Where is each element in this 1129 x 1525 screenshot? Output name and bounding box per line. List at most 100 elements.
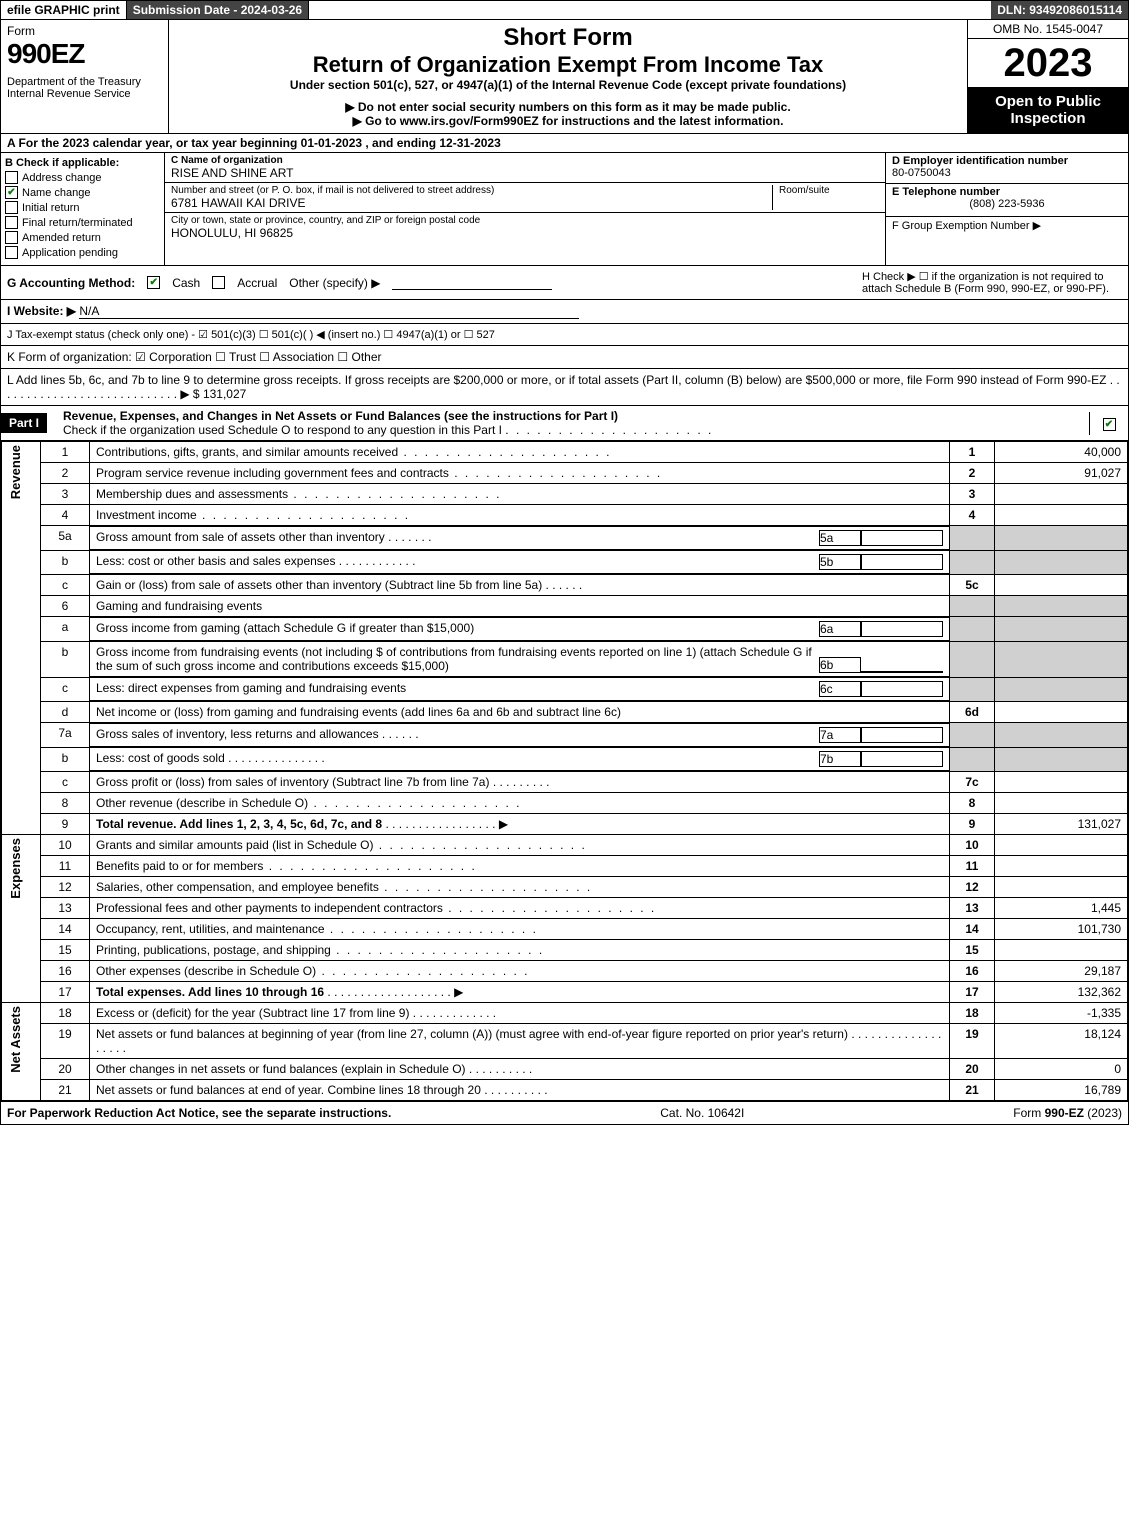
l11-val <box>995 856 1128 877</box>
l4-text: Investment income <box>96 508 197 522</box>
l5a-sub: 5a <box>819 530 861 546</box>
page-footer: For Paperwork Reduction Act Notice, see … <box>0 1102 1129 1125</box>
line-a: A For the 2023 calendar year, or tax yea… <box>0 134 1129 153</box>
ssn-warning: ▶ Do not enter social security numbers o… <box>177 100 959 114</box>
l10-text: Grants and similar amounts paid (list in… <box>96 838 373 852</box>
chk-name[interactable] <box>5 186 18 199</box>
c-name-label: C Name of organization <box>171 155 283 166</box>
efile-label[interactable]: efile GRAPHIC print <box>1 1 127 19</box>
l7a-num: 7a <box>41 723 90 748</box>
box-c: C Name of organization RISE AND SHINE AR… <box>165 153 885 265</box>
website-label: I Website: ▶ <box>7 304 76 318</box>
dln-label: DLN: 93492086015114 <box>991 1 1128 19</box>
form-number: 990EZ <box>7 38 162 70</box>
l12-num: 12 <box>41 877 90 898</box>
irs-label: Internal Revenue Service <box>7 88 162 100</box>
l15-num: 15 <box>41 940 90 961</box>
l2-box: 2 <box>950 463 995 484</box>
line-l: L Add lines 5b, 6c, and 7b to line 9 to … <box>0 369 1129 406</box>
l11-text: Benefits paid to or for members <box>96 859 263 873</box>
l5b-sub: 5b <box>819 554 861 570</box>
chk-final[interactable] <box>5 216 18 229</box>
l5c-text: Gain or (loss) from sale of assets other… <box>96 578 542 592</box>
part1-table: Revenue 1 Contributions, gifts, grants, … <box>0 441 1129 1102</box>
l6d-val <box>995 702 1128 723</box>
l5a-shade <box>950 526 995 551</box>
footer-center: Cat. No. 10642I <box>660 1106 744 1120</box>
l7b-text: Less: cost of goods sold <box>96 751 225 765</box>
l6c-num: c <box>41 677 90 702</box>
l12-text: Salaries, other compensation, and employ… <box>96 880 379 894</box>
l12-val <box>995 877 1128 898</box>
line-i: I Website: ▶ N/A <box>0 300 1129 324</box>
form-header: Form 990EZ Department of the Treasury In… <box>0 20 1129 134</box>
l17-text: Total expenses. Add lines 10 through 16 <box>96 985 324 999</box>
l8-box: 8 <box>950 793 995 814</box>
l16-box: 16 <box>950 961 995 982</box>
l9-arrow: ▶ <box>499 817 508 831</box>
line-k: K Form of organization: ☑ Corporation ☐ … <box>0 346 1129 369</box>
footer-left: For Paperwork Reduction Act Notice, see … <box>7 1106 391 1120</box>
l4-box: 4 <box>950 505 995 526</box>
l6a-sub: 6a <box>819 621 861 637</box>
chk-accrual[interactable] <box>212 276 225 289</box>
header-center: Short Form Return of Organization Exempt… <box>169 20 967 133</box>
l14-text: Occupancy, rent, utilities, and maintena… <box>96 922 325 936</box>
l7c-text: Gross profit or (loss) from sales of inv… <box>96 775 489 789</box>
line-h: H Check ▶ ☐ if the organization is not r… <box>862 270 1122 295</box>
chk-address[interactable] <box>5 171 18 184</box>
l13-text: Professional fees and other payments to … <box>96 901 443 915</box>
l9-val: 131,027 <box>995 814 1128 835</box>
l6a-num: a <box>41 617 90 642</box>
l7a-sub: 7a <box>819 727 861 743</box>
other-method-blank[interactable] <box>392 275 552 290</box>
l13-val: 1,445 <box>995 898 1128 919</box>
part1-check[interactable] <box>1103 418 1116 431</box>
l6c-text: Less: direct expenses from gaming and fu… <box>96 681 819 697</box>
line-j: J Tax-exempt status (check only one) - ☑… <box>0 324 1129 346</box>
goto-link[interactable]: ▶ Go to www.irs.gov/Form990EZ for instru… <box>177 114 959 128</box>
return-title: Return of Organization Exempt From Incom… <box>177 52 959 78</box>
l9-num: 9 <box>41 814 90 835</box>
l11-box: 11 <box>950 856 995 877</box>
line-g-h: G Accounting Method: Cash Accrual Other … <box>0 266 1129 300</box>
l20-num: 20 <box>41 1059 90 1080</box>
l6b-text: Gross income from fundraising events (no… <box>96 645 819 673</box>
l14-num: 14 <box>41 919 90 940</box>
l4-val <box>995 505 1128 526</box>
lbl-other-method: Other (specify) ▶ <box>289 276 380 290</box>
l17-val: 132,362 <box>995 982 1128 1003</box>
l1-num: 1 <box>41 442 90 463</box>
part1-badge: Part I <box>1 413 47 433</box>
lbl-address: Address change <box>22 172 102 184</box>
org-city: HONOLULU, HI 96825 <box>171 226 879 240</box>
l1-text: Contributions, gifts, grants, and simila… <box>96 445 398 459</box>
l7c-num: c <box>41 772 90 793</box>
chk-amended[interactable] <box>5 231 18 244</box>
l6d-text: Net income or (loss) from gaming and fun… <box>90 702 950 723</box>
l2-text: Program service revenue including govern… <box>96 466 449 480</box>
l3-box: 3 <box>950 484 995 505</box>
lbl-cash: Cash <box>172 276 200 290</box>
chk-initial[interactable] <box>5 201 18 214</box>
l6-text: Gaming and fundraising events <box>90 596 950 617</box>
l20-val: 0 <box>995 1059 1128 1080</box>
chk-pending[interactable] <box>5 246 18 259</box>
footer-right: Form 990-EZ (2023) <box>1013 1106 1122 1120</box>
l19-num: 19 <box>41 1024 90 1059</box>
l3-num: 3 <box>41 484 90 505</box>
c-street-label: Number and street (or P. O. box, if mail… <box>171 185 772 196</box>
l6b-sub: 6b <box>819 657 861 673</box>
line-l-text: L Add lines 5b, 6c, and 7b to line 9 to … <box>7 373 1120 401</box>
l19-val: 18,124 <box>995 1024 1128 1059</box>
dept-treasury: Department of the Treasury <box>7 76 162 88</box>
l19-box: 19 <box>950 1024 995 1059</box>
org-name: RISE AND SHINE ART <box>171 166 879 180</box>
l15-text: Printing, publications, postage, and shi… <box>96 943 331 957</box>
chk-cash[interactable] <box>147 276 160 289</box>
l16-num: 16 <box>41 961 90 982</box>
section-bcd: B Check if applicable: Address change Na… <box>0 153 1129 266</box>
part1-check-text: Check if the organization used Schedule … <box>63 423 502 437</box>
l18-num: 18 <box>41 1003 90 1024</box>
tax-year: 2023 <box>968 39 1128 87</box>
